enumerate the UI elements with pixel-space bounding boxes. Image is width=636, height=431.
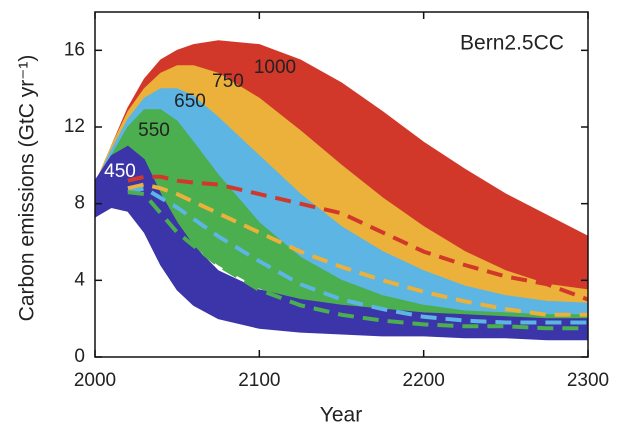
x-tick-label: 2300: [567, 370, 609, 391]
y-tick-label: 16: [64, 39, 85, 60]
median-line: [127, 182, 588, 317]
band-label: 1000: [254, 57, 296, 78]
median-line: [127, 186, 588, 325]
band-label: 450: [104, 161, 136, 182]
x-tick-label: 2200: [403, 370, 445, 391]
band: [95, 145, 588, 341]
median-line: [127, 190, 588, 331]
y-tick-label: 4: [74, 269, 85, 290]
frame: [94, 11, 589, 358]
plot-area: [95, 40, 588, 341]
band-label: 650: [174, 91, 206, 112]
x-axis-title: Year: [320, 404, 362, 427]
y-tick-label: 0: [74, 346, 85, 367]
y-axis-title: Carbon emissions (GtC yr⁻¹): [16, 55, 39, 322]
band-label: 750: [212, 71, 244, 92]
annotation: Bern2.5CC: [460, 32, 564, 55]
median-line: [127, 174, 588, 302]
x-tick-label: 2100: [238, 370, 280, 391]
x-tick-label: 2000: [74, 370, 116, 391]
y-tick-label: 12: [64, 116, 85, 137]
band-label: 550: [138, 120, 170, 141]
y-tick-label: 8: [74, 193, 85, 214]
